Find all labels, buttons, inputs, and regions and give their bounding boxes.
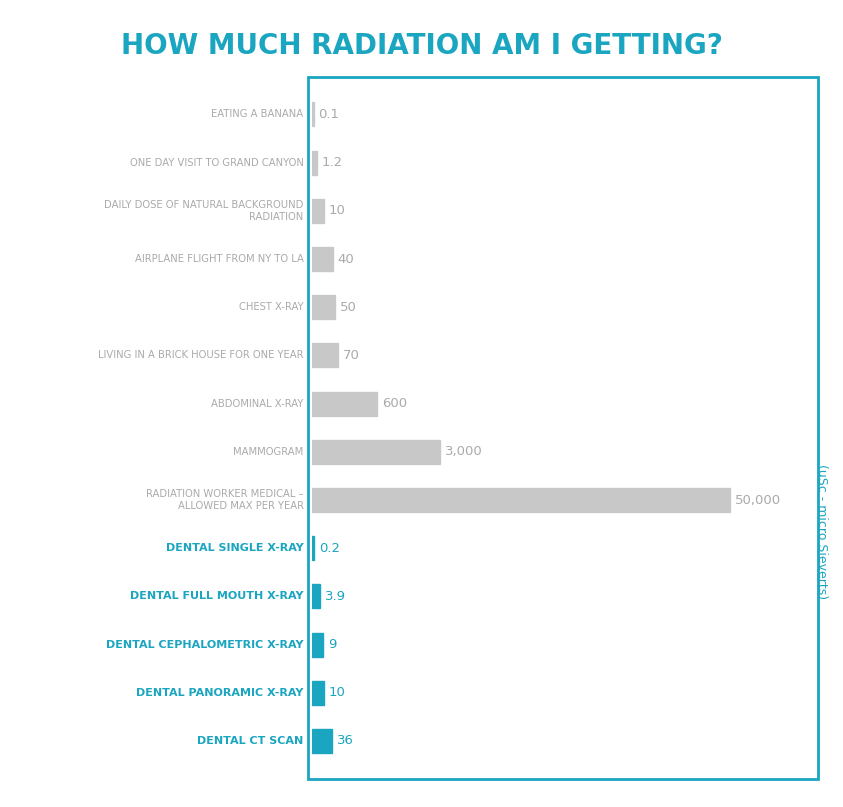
Text: DENTAL PANORAMIC X-RAY: DENTAL PANORAMIC X-RAY <box>137 688 303 698</box>
Text: DENTAL CT SCAN: DENTAL CT SCAN <box>197 736 303 746</box>
Bar <box>312 681 324 705</box>
Text: (uSc - micro Sieverts): (uSc - micro Sieverts) <box>815 464 829 600</box>
Bar <box>312 633 323 657</box>
Bar <box>312 151 317 174</box>
Text: MAMMOGRAM: MAMMOGRAM <box>234 447 303 457</box>
Bar <box>312 729 332 753</box>
Text: 50,000: 50,000 <box>735 494 781 507</box>
Bar <box>312 440 440 464</box>
Text: 70: 70 <box>343 349 360 362</box>
Text: DAILY DOSE OF NATURAL BACKGROUND
RADIATION: DAILY DOSE OF NATURAL BACKGROUND RADIATI… <box>105 200 303 222</box>
Text: 50: 50 <box>340 301 357 314</box>
Text: RADIATION WORKER MEDICAL –
ALLOWED MAX PER YEAR: RADIATION WORKER MEDICAL – ALLOWED MAX P… <box>146 489 303 511</box>
Bar <box>312 102 314 127</box>
Text: 10: 10 <box>329 686 346 700</box>
Text: 40: 40 <box>338 253 355 266</box>
Bar <box>312 295 335 320</box>
Text: HOW MUCH RADIATION AM I GETTING?: HOW MUCH RADIATION AM I GETTING? <box>121 32 722 61</box>
Text: 10: 10 <box>329 204 346 217</box>
Text: 3,000: 3,000 <box>445 445 483 458</box>
Bar <box>312 488 730 512</box>
Bar <box>312 536 314 560</box>
Text: DENTAL CEPHALOMETRIC X-RAY: DENTAL CEPHALOMETRIC X-RAY <box>106 640 303 650</box>
Bar <box>312 343 338 367</box>
Bar <box>312 391 377 416</box>
Text: 0.2: 0.2 <box>319 541 341 554</box>
Text: 36: 36 <box>337 734 354 747</box>
Text: ONE DAY VISIT TO GRAND CANYON: ONE DAY VISIT TO GRAND CANYON <box>130 157 303 168</box>
Text: DENTAL SINGLE X-RAY: DENTAL SINGLE X-RAY <box>166 543 303 554</box>
Text: AIRPLANE FLIGHT FROM NY TO LA: AIRPLANE FLIGHT FROM NY TO LA <box>135 254 303 264</box>
Bar <box>312 199 324 223</box>
Text: 600: 600 <box>382 397 407 410</box>
Text: CHEST X-RAY: CHEST X-RAY <box>239 302 303 312</box>
Bar <box>312 584 319 608</box>
Bar <box>312 247 333 271</box>
Text: 3.9: 3.9 <box>325 590 346 603</box>
Text: 1.2: 1.2 <box>322 156 343 169</box>
Text: LIVING IN A BRICK HOUSE FOR ONE YEAR: LIVING IN A BRICK HOUSE FOR ONE YEAR <box>98 350 303 361</box>
Text: 0.1: 0.1 <box>319 108 340 121</box>
Text: EATING A BANANA: EATING A BANANA <box>212 110 303 119</box>
Text: ABDOMINAL X-RAY: ABDOMINAL X-RAY <box>212 399 303 408</box>
Text: 9: 9 <box>328 638 336 651</box>
Text: DENTAL FULL MOUTH X-RAY: DENTAL FULL MOUTH X-RAY <box>130 592 303 601</box>
